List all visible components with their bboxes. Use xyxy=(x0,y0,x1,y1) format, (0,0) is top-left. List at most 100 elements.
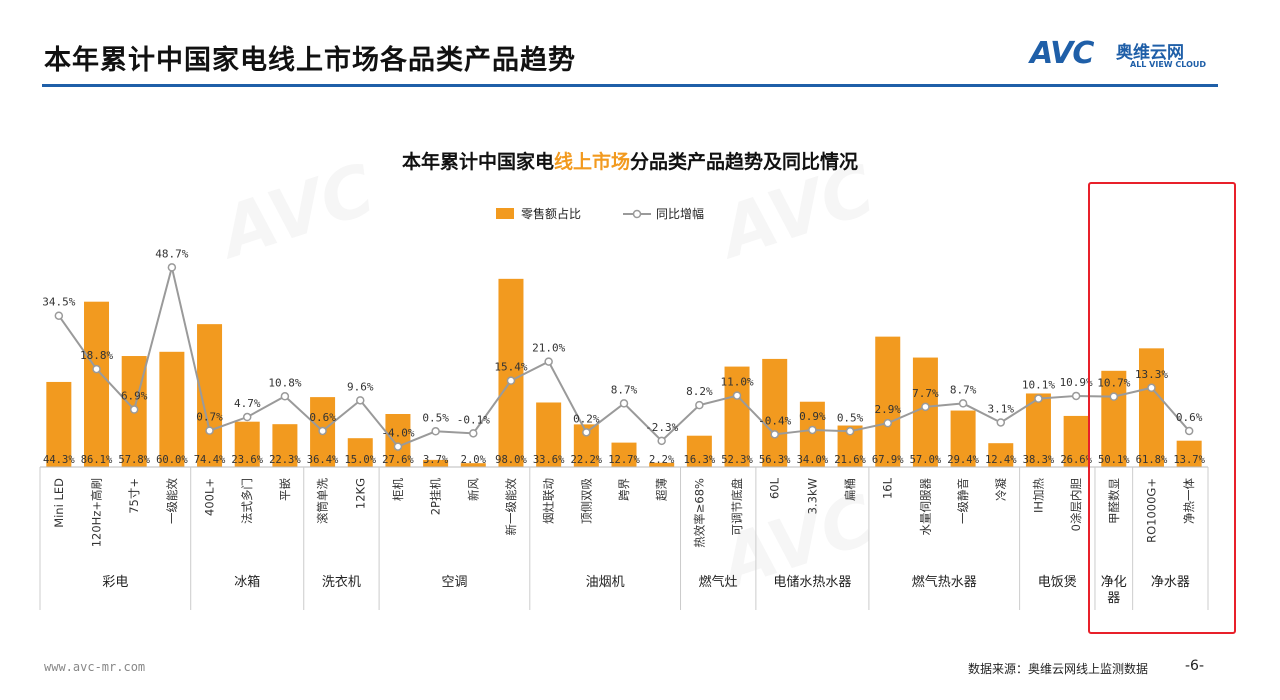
yoy-point xyxy=(1147,383,1156,393)
yoy-point xyxy=(1071,391,1081,401)
bar-data-label: 12.4% xyxy=(985,454,1017,466)
category-tick-label: 顶侧双吸 xyxy=(579,478,593,524)
yoy-point xyxy=(356,396,365,405)
yoy-point xyxy=(619,399,629,408)
bar-data-label: 52.3% xyxy=(721,454,753,466)
yoy-point xyxy=(242,412,252,422)
category-tick-label: 2P挂机 xyxy=(429,478,443,516)
yoy-data-label: 8.2% xyxy=(686,385,713,398)
bar xyxy=(724,366,750,467)
yoy-point xyxy=(732,391,742,400)
yoy-point xyxy=(582,428,591,437)
category-tick-label: 16L xyxy=(881,477,895,499)
group-label: 彩电 xyxy=(102,575,128,590)
yoy-data-label: 15.4% xyxy=(494,361,527,374)
page-title: 本年累计中国家电线上市场各品类产品趋势 xyxy=(44,45,576,76)
yoy-data-label: 0.7% xyxy=(196,411,223,424)
bar-data-label: 38.3% xyxy=(1023,454,1055,466)
bar xyxy=(1063,415,1089,467)
bar xyxy=(799,401,825,467)
category-tick-label: 3.3kW xyxy=(805,478,819,514)
category-tick-label: 柜机 xyxy=(391,478,405,501)
yoy-point xyxy=(318,426,327,436)
highlight-box xyxy=(1088,182,1236,634)
avc-logo: AVC 奥维云网 ALL VIEW CLOUD xyxy=(1030,36,1220,76)
yoy-point xyxy=(393,442,403,451)
category-tick-label: 净热一体 xyxy=(1182,478,1196,524)
yoy-data-label: 10.9% xyxy=(1060,376,1093,389)
category-tick-label: 跨界 xyxy=(617,478,631,501)
yoy-point xyxy=(958,399,968,408)
category-tick-label: 60L xyxy=(768,477,782,499)
yoy-data-label: 0.5% xyxy=(422,411,449,424)
yoy-point xyxy=(657,436,666,446)
bar xyxy=(1138,348,1164,467)
yoy-point xyxy=(1184,426,1194,436)
yoy-data-label: 0.2% xyxy=(573,412,600,425)
legend-bar-swatch xyxy=(496,208,514,219)
bar-data-label: 22.2% xyxy=(571,454,603,466)
bar xyxy=(950,410,976,467)
bar xyxy=(875,336,901,467)
yoy-data-label: 4.7% xyxy=(234,397,261,410)
category-tick-label: 一级能效 xyxy=(165,478,179,524)
category-tick-label: 甲醛数显 xyxy=(1107,478,1121,524)
yoy-data-label: -4.0% xyxy=(381,427,414,440)
bar-data-label: 56.3% xyxy=(759,454,791,466)
category-tick-label: Mini LED xyxy=(52,478,66,528)
category-tick-label: 400L+ xyxy=(203,478,217,516)
bar-data-label: 13.7% xyxy=(1173,454,1205,466)
category-tick-label: 120Hz+高刷 xyxy=(90,478,104,547)
yoy-data-label: 3.1% xyxy=(988,402,1015,415)
yoy-point xyxy=(469,429,478,438)
footer-url[interactable]: www.avc-mr.com xyxy=(44,660,146,674)
category-tick-label: IH加热 xyxy=(1031,478,1045,514)
bar-data-label: 2.2% xyxy=(649,454,675,466)
yoy-line xyxy=(58,267,1190,448)
bar xyxy=(234,421,260,467)
bar-data-label: 22.3% xyxy=(269,454,301,466)
bar xyxy=(347,438,373,467)
bar-data-label: 27.6% xyxy=(382,454,414,466)
title-divider xyxy=(42,84,1218,87)
group-label: 洗衣机 xyxy=(322,574,361,590)
category-tick-label: 75寸+ xyxy=(127,478,141,514)
yoy-data-label: 0.6% xyxy=(1176,411,1203,424)
yoy-point xyxy=(921,402,930,412)
category-tick-label: 超薄 xyxy=(655,478,669,501)
yoy-data-label: 10.1% xyxy=(1022,379,1055,392)
yoy-point xyxy=(92,364,101,374)
yoy-point xyxy=(280,392,290,401)
yoy-point xyxy=(167,263,177,272)
group-label: 电饭煲 xyxy=(1038,574,1077,590)
bar-data-label: 16.3% xyxy=(684,454,716,466)
yoy-point xyxy=(1109,392,1119,401)
yoy-data-label: 8.7% xyxy=(950,383,977,396)
category-tick-label: 扁桶 xyxy=(843,478,857,501)
bar-data-label: 44.3% xyxy=(43,454,75,466)
category-tick-label: 新一级能效 xyxy=(504,478,518,536)
yoy-point xyxy=(883,418,892,428)
yoy-data-label: -0.4% xyxy=(758,414,791,427)
yoy-point xyxy=(770,430,779,439)
bar xyxy=(912,357,938,467)
bar-data-label: 2.0% xyxy=(461,454,487,466)
group-label: 空调 xyxy=(441,575,467,590)
yoy-data-label: 0.9% xyxy=(799,410,826,423)
bar-data-label: 60.0% xyxy=(156,454,188,466)
bar-data-label: 50.1% xyxy=(1098,454,1130,466)
chart-title: 本年累计中国家电线上市场分品类产品趋势及同比情况 xyxy=(402,150,858,173)
bar-data-label: 3.7% xyxy=(423,454,449,466)
yoy-data-label: 34.5% xyxy=(42,296,75,309)
legend-line-marker xyxy=(632,209,642,219)
yoy-data-label: -2.3% xyxy=(645,421,678,434)
group-label: 净水器 xyxy=(1151,575,1190,590)
yoy-data-label: 2.9% xyxy=(874,403,901,416)
category-tick-label: 新风 xyxy=(466,478,480,501)
yoy-data-label: 9.6% xyxy=(347,380,374,393)
chart-title-part: 线上市场 xyxy=(554,150,630,173)
bar-data-label: 74.4% xyxy=(194,454,226,466)
bar-data-label: 15.0% xyxy=(344,454,376,466)
bar xyxy=(272,424,298,467)
